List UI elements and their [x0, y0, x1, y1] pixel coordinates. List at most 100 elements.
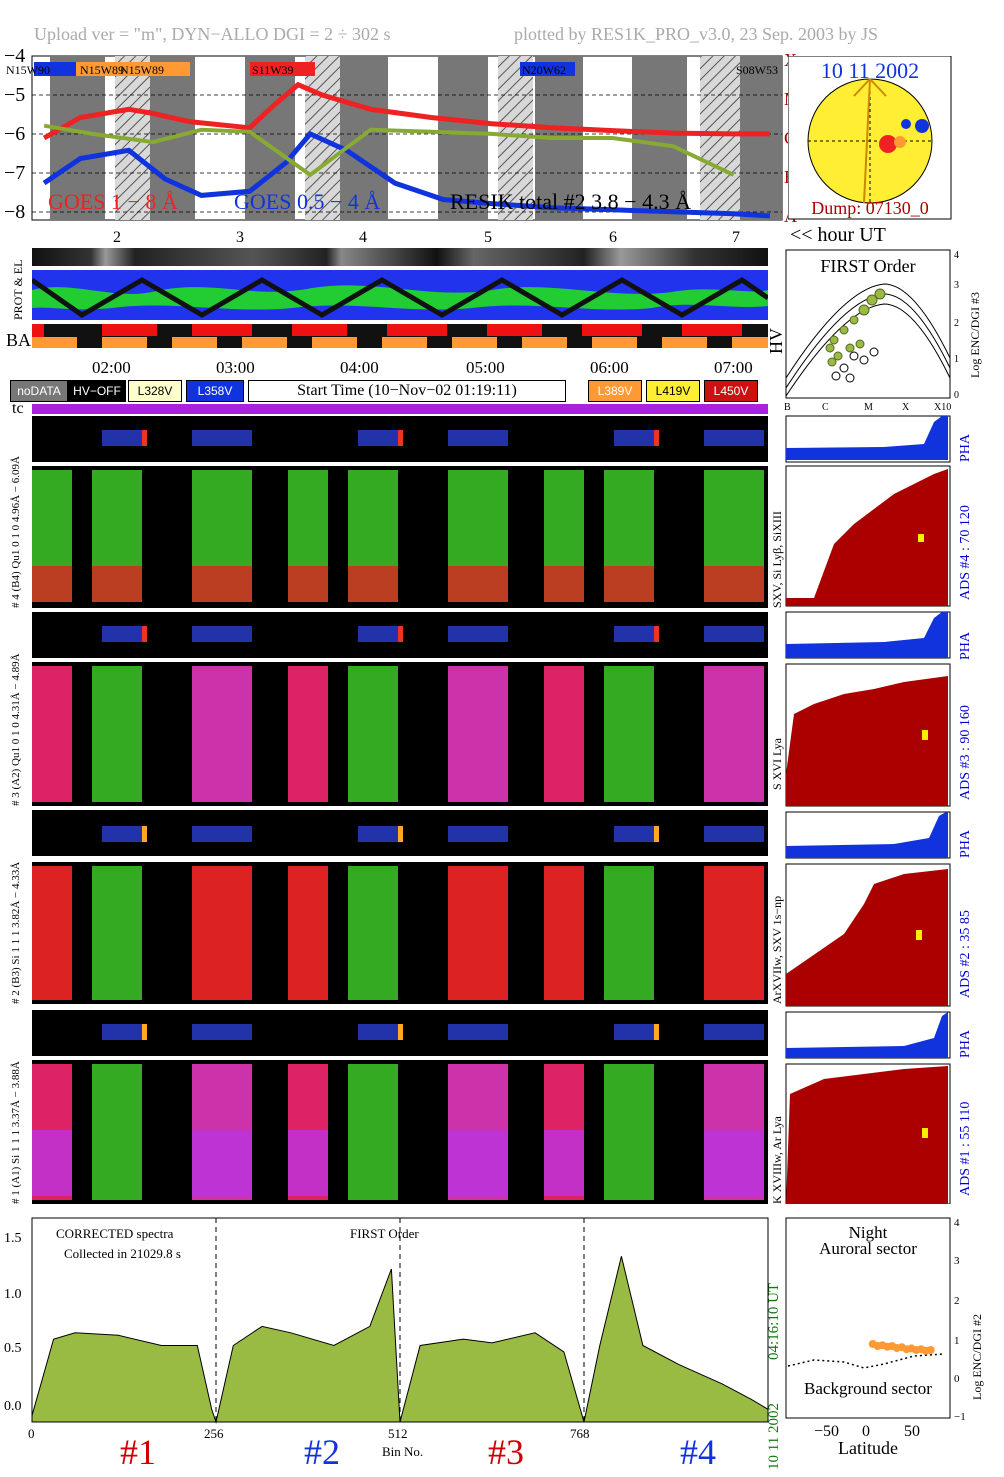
time-tick: 03:00: [216, 358, 255, 377]
goes-y-tick: −8: [4, 201, 25, 223]
spectrum-y-tick: 1.5: [4, 1231, 22, 1246]
sun-disk-panel: 10 11 2002 Dump: 07130_0: [788, 56, 952, 220]
fo-x-tick: X10: [934, 402, 951, 412]
channel-number: #1: [120, 1432, 156, 1472]
first-order-title: FIRST Order: [820, 256, 915, 276]
pha-strip-ch1: [32, 1010, 768, 1056]
fo-x-tick: X: [902, 402, 910, 412]
ads-label: ADS #1 : 55 110: [958, 1101, 973, 1196]
channel-number: #2: [304, 1432, 340, 1472]
goes-y-tick: −6: [4, 123, 25, 145]
active-region-marker: [894, 136, 906, 148]
header-left: Upload ver = "m", DYN−ALLO DGI = 2 ÷ 302…: [34, 24, 391, 44]
active-region-marker: [915, 119, 929, 133]
latitude-title: Auroral sector: [819, 1239, 917, 1258]
l358v-badge: L358V: [186, 380, 244, 402]
ads-label: ADS #2 : 35 85: [958, 910, 973, 998]
fo-x-tick: C: [822, 402, 829, 412]
goes-1-8-series: [42, 81, 770, 141]
legend-goes-05-4: GOES 0.5 − 4 Å: [234, 189, 380, 214]
hour-tick: 2: [113, 229, 121, 244]
nodata-badge: noDATA: [10, 380, 68, 402]
channel-number: #4: [680, 1432, 716, 1472]
lines-label: K XVIIIw, Ar Lya: [770, 1116, 784, 1204]
region-label: N15W89: [120, 63, 164, 77]
time-tick: 04:00: [340, 358, 379, 377]
pha-strip-ch2: [32, 810, 768, 856]
ads-label: ADS #4 : 70 120: [958, 505, 973, 600]
active-region-marker: [901, 119, 911, 129]
orbit-map-strip: [32, 270, 768, 320]
time-tick: 02:00: [92, 358, 131, 377]
pha-ads-histograms: [785, 415, 951, 1204]
latitude-bottom-label: Background sector: [804, 1379, 932, 1398]
region-label: N15W89: [80, 63, 124, 77]
region-label: S08W53: [736, 63, 778, 77]
fo-y-tick: 2: [954, 318, 959, 329]
pha-strip-ch4: [32, 416, 768, 462]
latitude-y-tick: −1: [954, 1411, 966, 1423]
el-row-label: PROT & EL: [11, 259, 25, 320]
fo-y-tick: 0: [954, 390, 959, 401]
spectrogram-ch4: [32, 466, 768, 608]
ba-label: BA: [6, 330, 32, 350]
channel-label: # 1 (A1) Si 1 1 1 3.37Å − 3.88Å: [10, 1061, 22, 1204]
fo-x-tick: M: [864, 402, 873, 412]
lines-label: SXV, Si Lyβ, SiXIII: [770, 511, 784, 608]
goes-y-tick: −4: [4, 45, 25, 67]
corrected-spectrum-chart: CORRECTED spectra Collected in 21029.8 s…: [4, 1217, 769, 1472]
spectrum-x-tick: 256: [204, 1426, 224, 1441]
latitude-y-tick: 0: [954, 1373, 960, 1385]
latitude-y-tick: 2: [954, 1295, 960, 1307]
hour-axis-label: << hour UT: [790, 224, 886, 246]
spectrum-y-tick: 1.0: [4, 1287, 22, 1302]
goes-y-tick: −7: [4, 162, 25, 184]
hour-tick: 4: [359, 229, 367, 244]
dump-id: Dump: 07130_0: [811, 198, 929, 218]
hour-tick: 6: [609, 229, 617, 244]
latitude-y-tick: 3: [954, 1255, 960, 1267]
region-label: N20W62: [522, 63, 566, 77]
hour-tick: 5: [484, 229, 492, 244]
pha-tag: PHA: [958, 433, 973, 462]
start-time-label: Start Time (10−Nov−02 01:19:11): [248, 380, 566, 402]
latitude-ylabel: Log ENC/DGI #2: [970, 1314, 984, 1400]
ads-label: ADS #3 : 90 160: [958, 705, 973, 800]
hour-tick: 7: [732, 229, 740, 244]
fo-y-tick: 3: [954, 280, 959, 291]
hour-tick: 3: [236, 229, 244, 244]
lines-label: S XVI Lya: [770, 738, 784, 790]
latitude-y-tick: 1: [954, 1335, 960, 1347]
hvoff-badge: HV−OFF: [68, 380, 126, 402]
tc-strip: [32, 404, 768, 414]
latitude-y-tick: 4: [954, 1217, 960, 1229]
region-label: S11W39: [252, 63, 294, 77]
first-order-panel: FIRST Order 4 3 2 1 0 B C M X X10: [784, 249, 959, 412]
region-label: N15W90: [6, 63, 50, 77]
fo-x-tick: B: [784, 402, 791, 412]
header-right: plotted by RES1K_PRO_v3.0, 23 Sep. 2003 …: [514, 24, 879, 44]
channel-number: #3: [488, 1432, 524, 1472]
spectrogram-ch3: [32, 662, 768, 806]
latitude-scatter-chart: Night Auroral sector Background sector −…: [785, 1217, 966, 1458]
spectrum-x-tick: 512: [388, 1426, 408, 1441]
spectrum-area: [31, 1256, 769, 1424]
resik-total-series: [43, 123, 735, 178]
l419v-badge: L419V: [646, 380, 700, 402]
pha-tag: PHA: [958, 829, 973, 858]
time-tick: 06:00: [590, 358, 629, 377]
goes-y-tick: −5: [4, 84, 25, 106]
goes-lightcurve-chart: N15W90 N15W89 N15W89 S11W39 N20W62 S08W5…: [4, 45, 800, 244]
spectrum-annotation: Collected in 21029.8 s: [64, 1246, 181, 1261]
channel-label: # 2 (B3) Si 1 1 1 3.82Å − 4.33Å: [10, 861, 22, 1004]
l328v-badge: L328V: [128, 380, 182, 402]
pha-tag: PHA: [958, 631, 973, 660]
latitude-xlabel: Latitude: [838, 1438, 898, 1458]
sun-date: 10 11 2002: [821, 58, 919, 83]
spectrum-annotation: CORRECTED spectra: [56, 1226, 174, 1241]
l450v-badge: L450V: [704, 380, 758, 402]
active-region-marker: [879, 135, 897, 153]
spectrum-side-date: 10 11 2002: [766, 1403, 782, 1470]
channel-label: # 4 (B4) Qu1 0 1 0 4.96Å − 6.09Å: [10, 456, 22, 608]
spectrogram-ch2: [32, 862, 768, 1004]
